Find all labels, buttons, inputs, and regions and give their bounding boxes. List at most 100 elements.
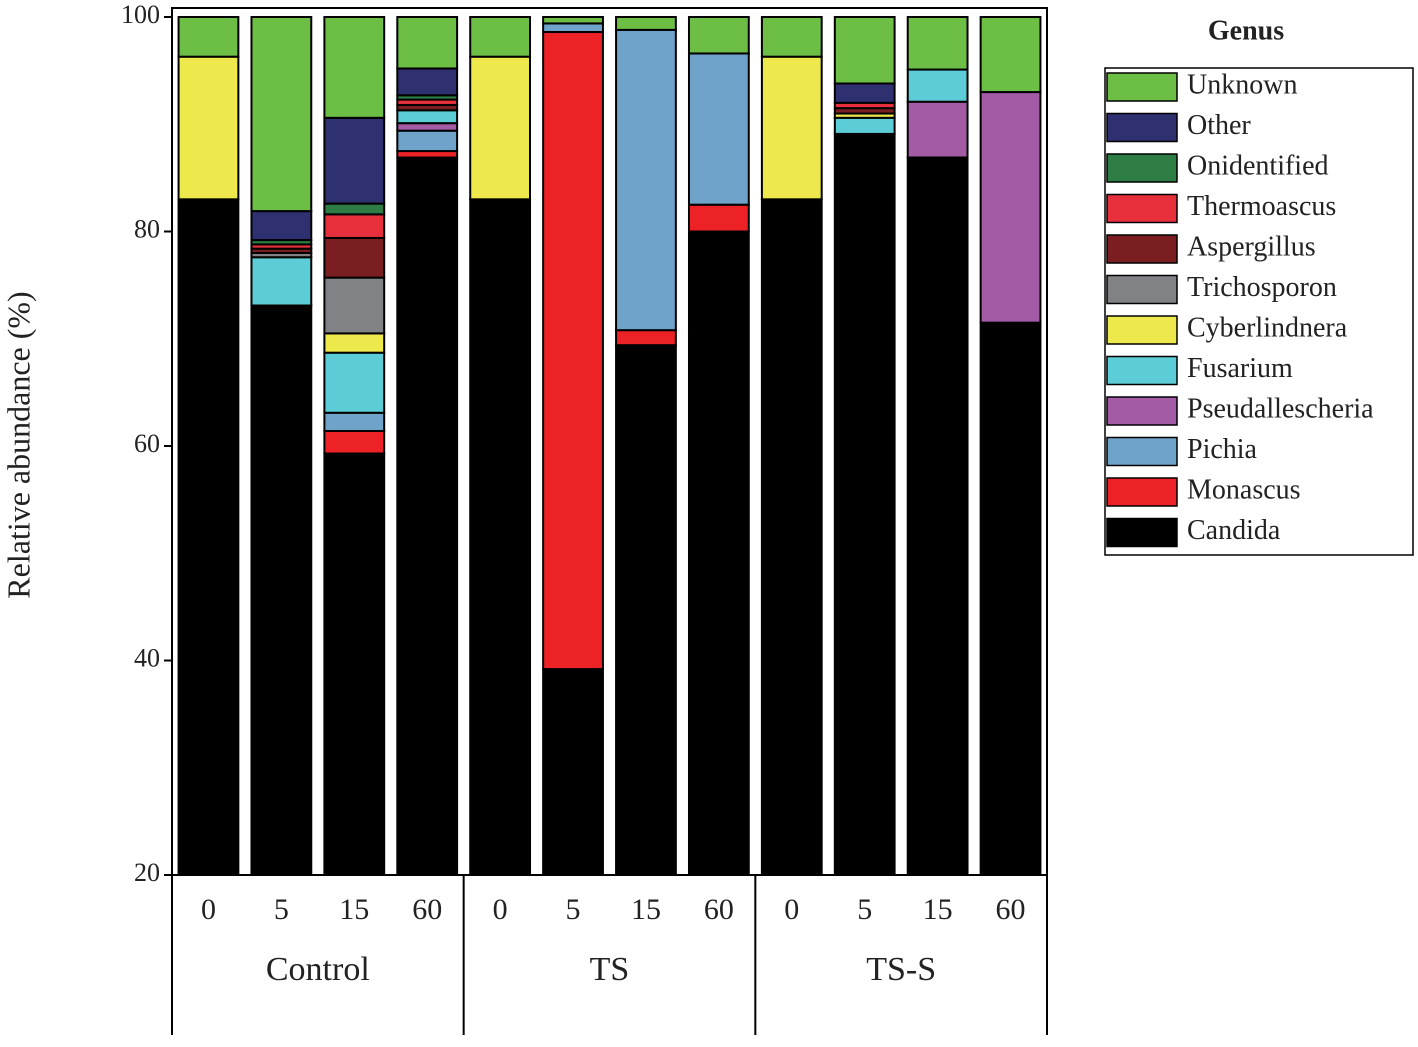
- legend-title: Genus: [1208, 15, 1284, 46]
- legend-swatch: [1106, 234, 1178, 264]
- bar-segment: [542, 31, 604, 671]
- group-label: TS-S: [866, 951, 936, 988]
- bar-segment: [323, 429, 386, 455]
- legend-swatch: [1106, 193, 1178, 224]
- legend-label: Aspergillus: [1187, 231, 1316, 262]
- group-label: Control: [266, 951, 370, 988]
- legend-label: Onidentified: [1187, 150, 1329, 181]
- bar-segment: [760, 198, 823, 876]
- bar-segment: [323, 351, 386, 414]
- bar-segment: [396, 67, 459, 97]
- bar-segment: [250, 256, 313, 307]
- bar-segment: [323, 202, 386, 216]
- bar-segment: [177, 16, 240, 58]
- bar-segment: [687, 203, 750, 233]
- x-tick-label: 0: [784, 893, 799, 926]
- bar-segment: [469, 16, 532, 58]
- legend-swatch: [1106, 153, 1178, 183]
- x-tick-label: 60: [412, 893, 442, 926]
- legend-label: Trichosporon: [1187, 272, 1337, 303]
- legend-label: Pichia: [1187, 434, 1258, 465]
- bar-segment: [323, 16, 386, 119]
- bar-segment: [396, 109, 459, 125]
- bar-segment: [760, 16, 823, 58]
- bar-segment: [396, 122, 459, 132]
- bar-segment: [469, 198, 532, 876]
- bar-segment: [615, 344, 677, 876]
- legend-label: Monascus: [1187, 474, 1301, 505]
- bar-segment: [906, 156, 969, 876]
- legend-swatch: [1106, 436, 1178, 467]
- bar-segment: [250, 16, 313, 213]
- bar-segment: [396, 156, 459, 876]
- bar-segment: [250, 304, 313, 876]
- x-tick-label: 15: [339, 893, 369, 926]
- bar-segment: [323, 116, 386, 205]
- y-tick-label: 40: [134, 643, 160, 672]
- bar-segment: [979, 91, 1042, 324]
- x-tick-label: 0: [493, 893, 508, 926]
- x-tick-label: 0: [201, 893, 216, 926]
- y-tick-label: 80: [134, 214, 160, 243]
- bar-segment: [615, 329, 677, 347]
- bar-segment: [323, 411, 386, 432]
- bar-segment: [906, 16, 969, 71]
- bar-segment: [396, 129, 459, 153]
- legend-swatch: [1106, 315, 1178, 345]
- legend-swatch: [1106, 517, 1178, 548]
- bar-segment: [323, 276, 386, 335]
- plot-frame: [171, 7, 1048, 876]
- x-tick-label: 5: [274, 893, 289, 926]
- bar-segment: [979, 16, 1042, 94]
- group-label: TS: [590, 951, 630, 988]
- y-axis-label: Relative abundance (%): [0, 291, 36, 598]
- bar-segment: [833, 132, 896, 876]
- bar-segment: [250, 210, 313, 242]
- legend-box: [1104, 67, 1414, 556]
- bar-segment: [323, 452, 386, 876]
- legend-swatch: [1106, 355, 1178, 386]
- bar-segment: [177, 198, 240, 876]
- legend-swatch: [1106, 72, 1178, 102]
- x-tick-label: 5: [857, 893, 872, 926]
- bar-segment: [323, 236, 386, 279]
- x-tick-label: 5: [566, 893, 581, 926]
- y-tick-label: 60: [134, 429, 160, 458]
- bar-segment: [906, 68, 969, 103]
- bar-segment: [833, 116, 896, 135]
- bar-segment: [469, 55, 532, 201]
- x-tick-label: 15: [631, 893, 661, 926]
- y-tick-label: 20: [134, 858, 160, 887]
- bar-segment: [906, 100, 969, 159]
- legend-label: Candida: [1187, 515, 1281, 546]
- x-tick-label: 60: [996, 893, 1026, 926]
- bar-segment: [177, 55, 240, 201]
- bar-segment: [760, 55, 823, 201]
- bar-segment: [323, 213, 386, 239]
- bar-segment: [833, 16, 896, 85]
- bar-segment: [979, 321, 1042, 877]
- legend-label: Fusarium: [1187, 353, 1293, 384]
- bar-segment: [396, 16, 459, 70]
- legend-swatch: [1106, 396, 1178, 426]
- bar-segment: [542, 22, 604, 34]
- bar-segment: [323, 332, 386, 354]
- legend-label: Cyberlindnera: [1187, 312, 1348, 343]
- bar-segment: [615, 28, 677, 332]
- bar-segment: [687, 230, 750, 876]
- legend-label: Thermoascus: [1187, 191, 1336, 222]
- legend-swatch: [1106, 112, 1178, 143]
- legend-swatch: [1106, 274, 1178, 305]
- bar-segment: [687, 16, 750, 55]
- legend-label: Pseudallescheria: [1187, 393, 1374, 424]
- x-tick-label: 15: [923, 893, 953, 926]
- bar-segment: [833, 82, 896, 104]
- x-tick-label: 60: [704, 893, 734, 926]
- y-tick-label: 100: [121, 0, 160, 29]
- bar-segment: [542, 16, 604, 25]
- legend-label: Unknown: [1187, 69, 1297, 100]
- bar-segment: [687, 52, 750, 206]
- bar-segment: [615, 16, 677, 31]
- bar-segment: [542, 668, 604, 877]
